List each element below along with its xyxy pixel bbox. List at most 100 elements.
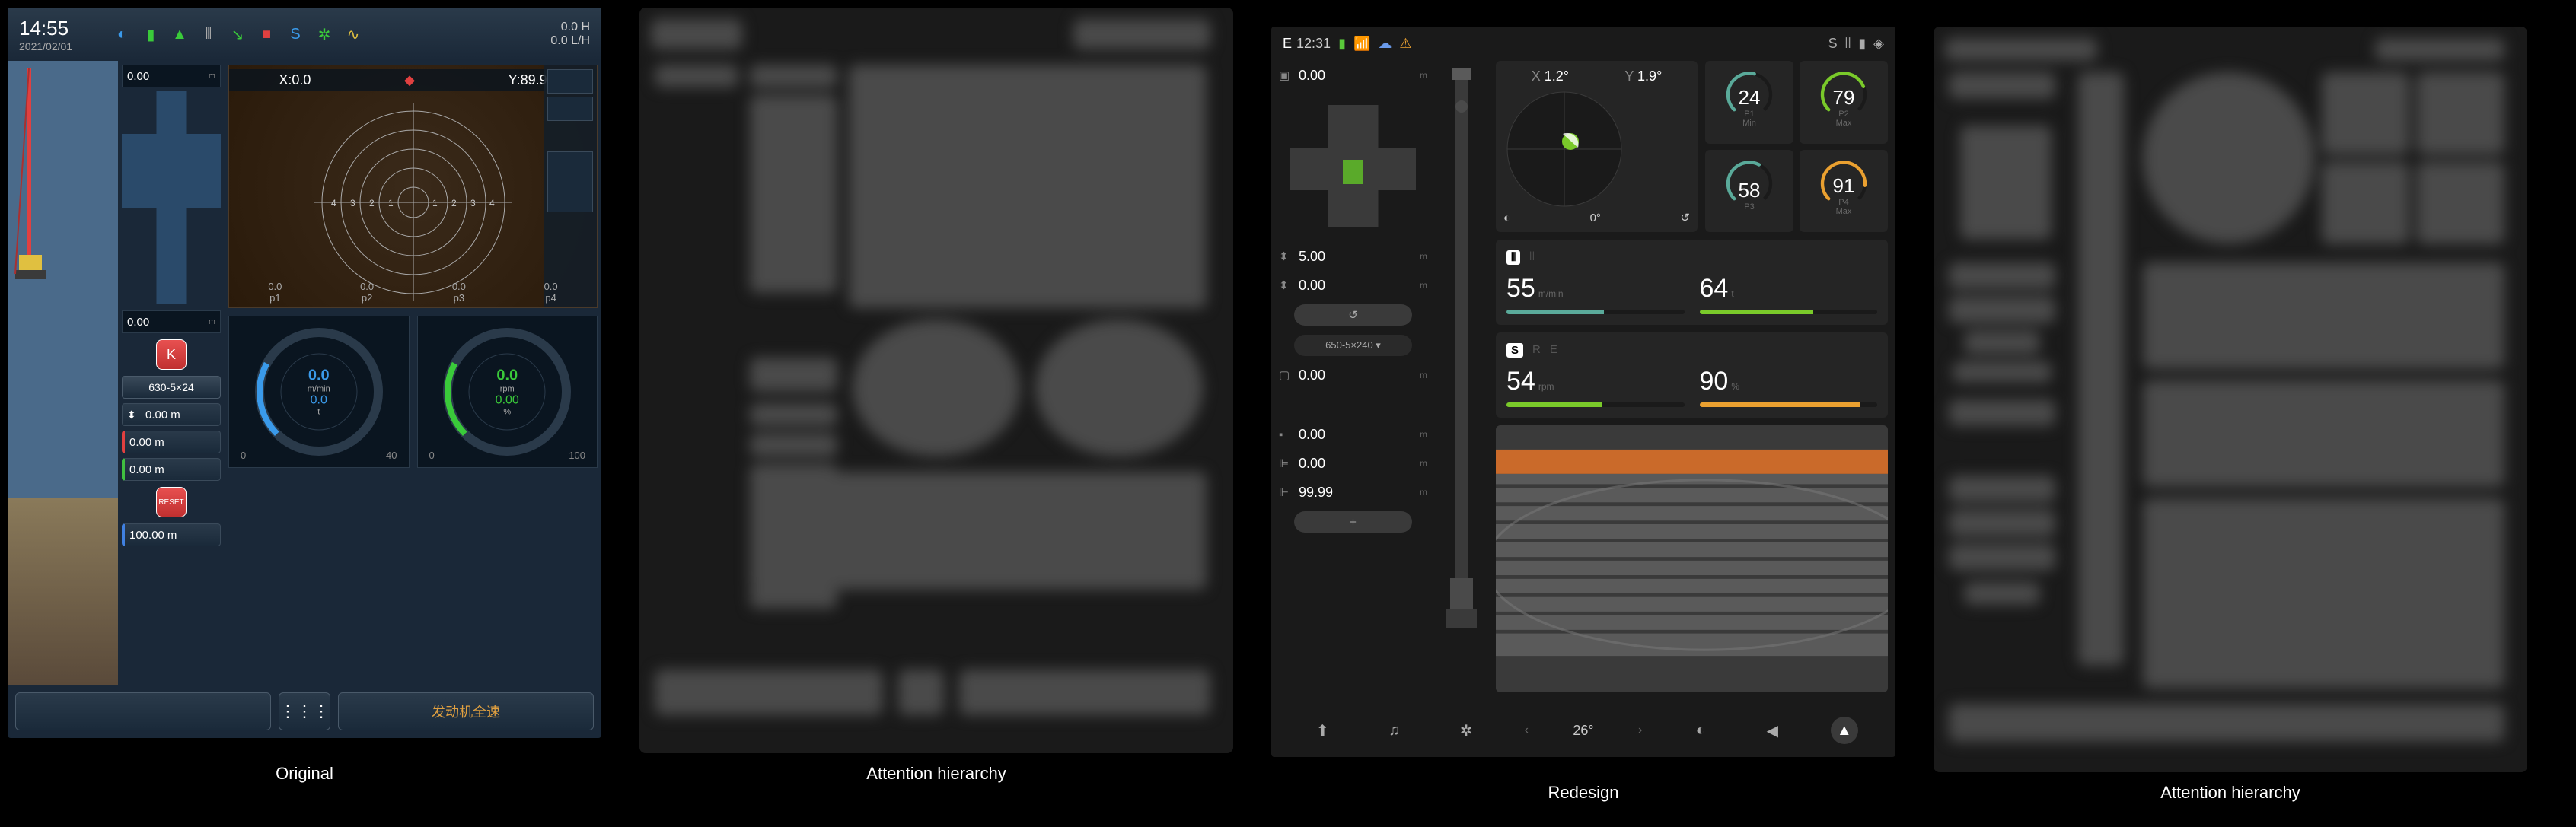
status-icon: 📶: [1353, 36, 1370, 52]
caption: Attention hierarchy: [639, 764, 1233, 784]
measurement-value: ⬍0.00m: [1279, 271, 1427, 300]
blur-region: [2417, 72, 2504, 154]
status-icon: ◐: [110, 23, 133, 46]
blur-region: [750, 65, 837, 87]
measurement-value: ⊩99.99m: [1279, 478, 1427, 507]
pressure-gauge: 58P3: [1705, 150, 1793, 233]
rpm-gauge: 0.0 rpm 0.00 % 0100: [417, 316, 598, 468]
music-icon[interactable]: ♫: [1381, 717, 1408, 744]
pressure-gauge: 79P2Max: [1800, 61, 1888, 144]
speed-card: ⫴⫴ 55m/min 64t: [1496, 240, 1888, 325]
depth-value: ▣0.00m: [1279, 61, 1427, 90]
caption: Original: [8, 764, 601, 784]
original-ui: 14:55 2021/02/01 ◐▮▲⫴↘■S✲∿ 0.0 H 0.0 L/H: [8, 8, 601, 738]
status-icon: ▮: [139, 23, 162, 46]
depth-top-value: 0.00m: [122, 65, 221, 87]
compass-undo-icon[interactable]: ↺: [1680, 211, 1690, 224]
measurement-value: ▪0.00m: [1279, 420, 1427, 449]
toolbar-icon[interactable]: ◀: [1758, 717, 1786, 744]
measurement-3: 0.00m: [122, 458, 221, 481]
engine-speed-button[interactable]: 发动机全速: [338, 692, 594, 730]
blur-region: [1949, 262, 2055, 289]
tab[interactable]: E: [1550, 343, 1557, 358]
flow-value: 0.0 L/H: [550, 34, 590, 48]
reset-button[interactable]: RESET: [156, 487, 187, 517]
status-bar: E 12:31 ▮📶☁⚠ S⫴▮◈: [1271, 27, 1895, 61]
blur-region: [1945, 38, 2097, 61]
status-icon: ⫴: [1845, 36, 1851, 52]
svg-text:4: 4: [489, 198, 495, 208]
clock: 14:55: [19, 17, 103, 40]
brightness-icon[interactable]: ◐: [1687, 717, 1714, 744]
camera-feed: [1496, 425, 1888, 692]
svg-text:3: 3: [350, 198, 355, 208]
blur-region: [750, 434, 837, 456]
blur-region: [750, 540, 837, 574]
bottom-toolbar: ⬆ ♫ ✲ ‹ 26° › ◐ ◀ ▲: [1279, 711, 1888, 749]
blur-region: [1949, 399, 2055, 426]
status-icon: ⫴: [197, 23, 220, 46]
attention-hierarchy-blur: [1934, 27, 2527, 772]
status-icon: ✲: [313, 23, 336, 46]
blur-region: [2143, 72, 2314, 243]
blur-region: [1949, 510, 2055, 536]
blur-region: [1949, 297, 2055, 323]
add-button[interactable]: +: [1294, 511, 1412, 533]
target-display: X:0.0 ◆ Y:89.9 4 3 2: [228, 65, 598, 308]
grid-button[interactable]: ⋮⋮⋮: [279, 692, 330, 730]
pressure-gauge: 24P1Min: [1705, 61, 1793, 144]
blur-region: [849, 65, 1207, 308]
drill-diagram-icon: [1439, 61, 1484, 639]
undo-button[interactable]: ↺: [1294, 304, 1412, 326]
blur-region: [1949, 704, 2504, 742]
svg-text:2: 2: [369, 198, 375, 208]
tab[interactable]: ⫴: [1506, 250, 1520, 265]
fan-icon[interactable]: ✲: [1452, 717, 1480, 744]
tab[interactable]: S: [1506, 343, 1523, 358]
status-icon: ■: [255, 23, 278, 46]
bottom-button-1[interactable]: [15, 692, 271, 730]
blur-region: [651, 19, 742, 49]
pressure-label: 0.0p4: [544, 281, 558, 304]
blur-region: [2078, 72, 2124, 666]
y-coord: Y:89.9: [509, 72, 547, 88]
blur-region: [2143, 380, 2504, 487]
caption: Attention hierarchy: [1934, 783, 2527, 803]
rpm-card: SRE 54rpm 90%: [1496, 332, 1888, 418]
blur-region: [1073, 19, 1210, 49]
mini-indicator: [547, 69, 593, 94]
k-button[interactable]: K: [156, 339, 187, 370]
blur-region: [1035, 320, 1203, 456]
tab[interactable]: R: [1532, 343, 1541, 358]
size-selector[interactable]: 630-5×24: [122, 376, 221, 399]
blur-region: [2143, 262, 2504, 369]
nav-icon[interactable]: ▲: [1831, 717, 1858, 744]
mini-indicator: [547, 97, 593, 121]
rig-visualization: [8, 61, 118, 685]
measurement-value: ▢0.00m: [1279, 361, 1427, 390]
measurement-1: ⬍0.00m: [122, 403, 221, 426]
blur-region: [1964, 331, 2040, 354]
pressure-label: 0.0p1: [268, 281, 282, 304]
blur-region: [1953, 361, 2052, 383]
compass-icon: [1503, 88, 1625, 210]
drilling-rig-icon: [11, 61, 49, 289]
blur-region: [2375, 38, 2504, 61]
blur-region: [655, 65, 738, 87]
blur-region: [2322, 162, 2409, 244]
blur-region: [750, 358, 837, 392]
svg-text:4: 4: [331, 198, 336, 208]
blur-region: [750, 95, 837, 293]
target-crosshair-icon: 4 3 2 1 1 2 3 4: [314, 103, 512, 301]
svg-text:1: 1: [432, 198, 438, 208]
blur-region: [1949, 72, 2055, 99]
attention-hierarchy-blur: [639, 8, 1233, 753]
toolbar-icon[interactable]: ⬆: [1309, 717, 1336, 744]
pressure-gauge: 91P4Max: [1800, 150, 1888, 233]
speed-gauge: 0.0 m/min 0.0 t 040: [228, 316, 410, 468]
date: 2021/02/01: [19, 40, 103, 52]
svg-text:1: 1: [388, 198, 394, 208]
x-coord: X:0.0: [279, 72, 311, 88]
size-dropdown[interactable]: 650-5×240 ▾: [1294, 335, 1412, 356]
tab[interactable]: ⫴: [1529, 250, 1534, 265]
